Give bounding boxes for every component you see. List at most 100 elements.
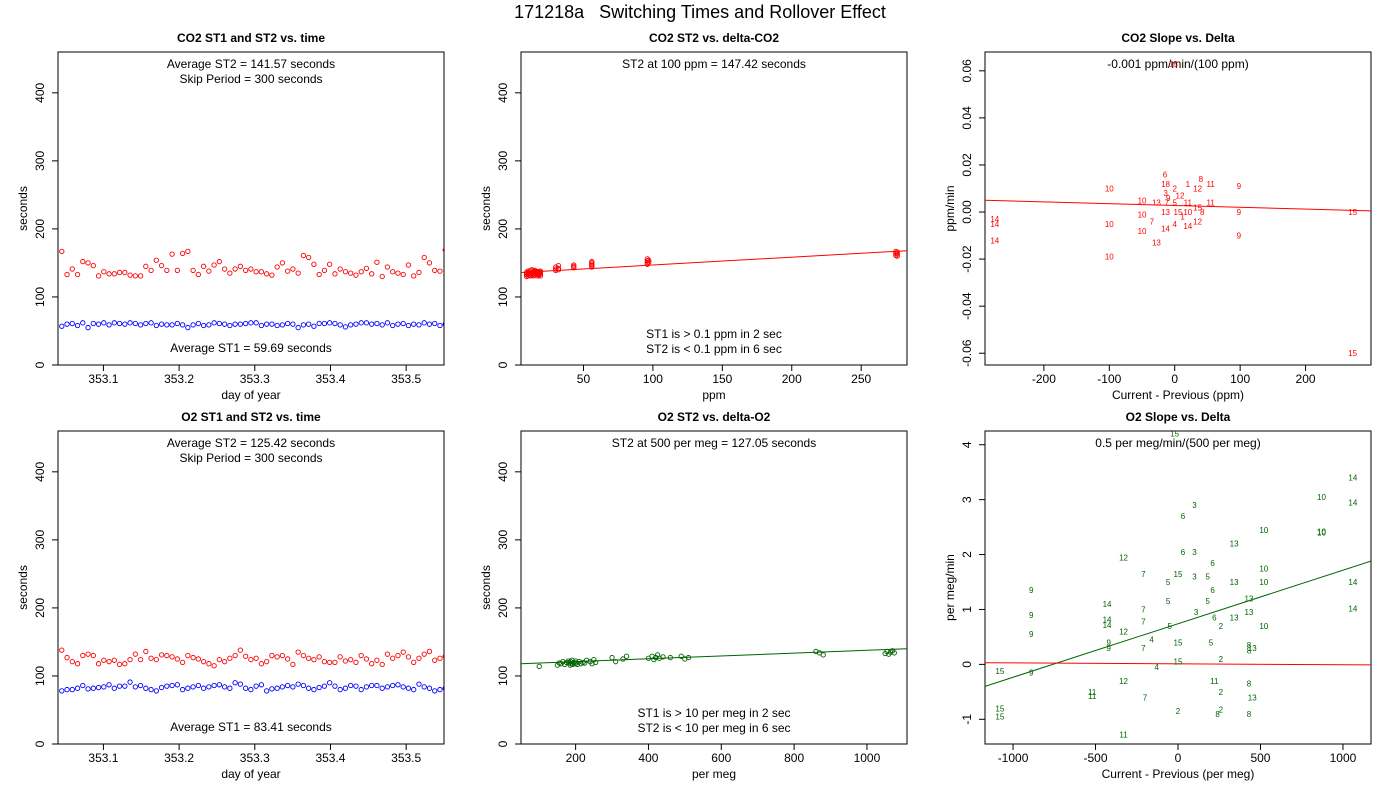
x-tick-label: 800: [784, 751, 804, 765]
plot-data: [521, 648, 907, 670]
plot-data: [59, 647, 510, 694]
data-point: [475, 653, 479, 657]
data-point: [348, 656, 354, 663]
data-point: [311, 656, 317, 663]
data-point-label: 8: [1199, 175, 1204, 184]
data-point: [390, 322, 396, 329]
data-point: [332, 320, 338, 327]
data-point-label: 2: [1173, 184, 1178, 193]
data-point-label: 13: [1161, 208, 1170, 217]
x-axis-label: Current - Previous (per meg): [1102, 767, 1255, 781]
data-point: [475, 323, 479, 327]
data-point-label: 14: [990, 236, 999, 245]
data-point: [179, 659, 186, 665]
data-point: [158, 263, 165, 269]
data-point-label: 6: [1181, 512, 1186, 521]
data-point: [894, 251, 900, 257]
data-point: [405, 685, 412, 691]
data-point: [620, 656, 626, 662]
data-point: [274, 685, 280, 691]
y-tick-label: 400: [496, 461, 510, 481]
data-point: [395, 682, 401, 688]
data-point: [242, 653, 249, 659]
data-point: [195, 271, 202, 278]
data-point: [253, 655, 259, 661]
data-point-label: 5: [1173, 199, 1178, 208]
data-point: [300, 322, 307, 328]
data-point: [232, 680, 238, 686]
data-point: [571, 263, 577, 269]
data-point: [269, 686, 275, 692]
data-point: [195, 320, 202, 327]
data-point: [405, 262, 412, 268]
data-point: [263, 271, 270, 277]
data-point: [316, 654, 322, 660]
data-point-label: 6: [1210, 586, 1215, 595]
data-point: [179, 686, 186, 693]
data-point: [127, 320, 133, 326]
data-point: [227, 270, 233, 276]
data-point-label: 11: [1119, 731, 1128, 740]
data-point: [358, 652, 364, 659]
data-point: [143, 263, 149, 269]
data-point: [432, 688, 438, 694]
annotation-slope: -0.001 ppm/min/(100 ppm): [1107, 57, 1248, 71]
data-point-label: 10: [1259, 564, 1268, 573]
data-point-label: 13: [1244, 608, 1253, 617]
data-point: [232, 266, 238, 272]
data-point: [374, 320, 380, 327]
data-point: [127, 272, 133, 278]
data-point: [295, 649, 301, 655]
data-point: [437, 322, 443, 329]
data-point: [200, 263, 207, 269]
data-point: [148, 320, 154, 326]
data-point-label: 6: [1181, 548, 1186, 557]
data-point: [106, 682, 112, 688]
y-axis-label: seconds: [16, 565, 30, 610]
figure-title: 171218a Switching Times and Rollover Eff…: [514, 2, 886, 22]
data-point: [685, 654, 692, 661]
data-point-label: 15: [995, 667, 1004, 676]
data-point: [327, 320, 333, 326]
y-tick-label: 300: [496, 530, 510, 550]
y-tick-label: 100: [33, 287, 47, 307]
data-point-label: 10: [1105, 253, 1114, 262]
data-point-label: 5: [1168, 622, 1173, 631]
data-point: [295, 324, 301, 331]
data-point-label: 5: [1205, 573, 1210, 582]
data-point: [442, 321, 444, 327]
data-point-label: 10: [1183, 208, 1192, 217]
data-point: [506, 655, 510, 659]
plot-panel-6: O2 Slope vs. Delta Current - Previous (pe…: [943, 410, 1372, 781]
data-point: [127, 679, 133, 685]
data-point-label: 8: [1247, 680, 1252, 689]
plot-panel-3: CO2 Slope vs. Delta Current - Previous (p…: [943, 31, 1372, 402]
data-point-label: 4: [1154, 663, 1159, 672]
data-point: [464, 683, 468, 687]
plot-frame: [520, 430, 908, 745]
data-point-label: 7: [1150, 217, 1155, 226]
x-tick-label: 353.4: [315, 372, 345, 386]
data-point-label: 10: [1138, 210, 1147, 219]
data-point: [64, 686, 70, 693]
data-point: [185, 324, 191, 331]
data-point: [464, 324, 468, 328]
data-point: [448, 248, 452, 252]
data-point-label: 13: [1152, 199, 1161, 208]
data-point: [496, 657, 500, 661]
data-point: [411, 273, 417, 279]
data-point: [369, 661, 375, 667]
data-point: [237, 321, 244, 327]
data-point-label: 12: [1119, 677, 1128, 686]
data-point: [311, 686, 317, 693]
y-tick-label: 0: [33, 740, 47, 747]
data-point: [623, 653, 630, 659]
data-point: [678, 653, 684, 659]
data-point: [169, 251, 175, 257]
data-point: [290, 661, 296, 668]
y-tick-label: 0.04: [960, 106, 974, 130]
data-point: [442, 247, 444, 253]
data-point: [358, 686, 364, 693]
data-point: [111, 685, 117, 691]
data-point: [411, 659, 417, 665]
